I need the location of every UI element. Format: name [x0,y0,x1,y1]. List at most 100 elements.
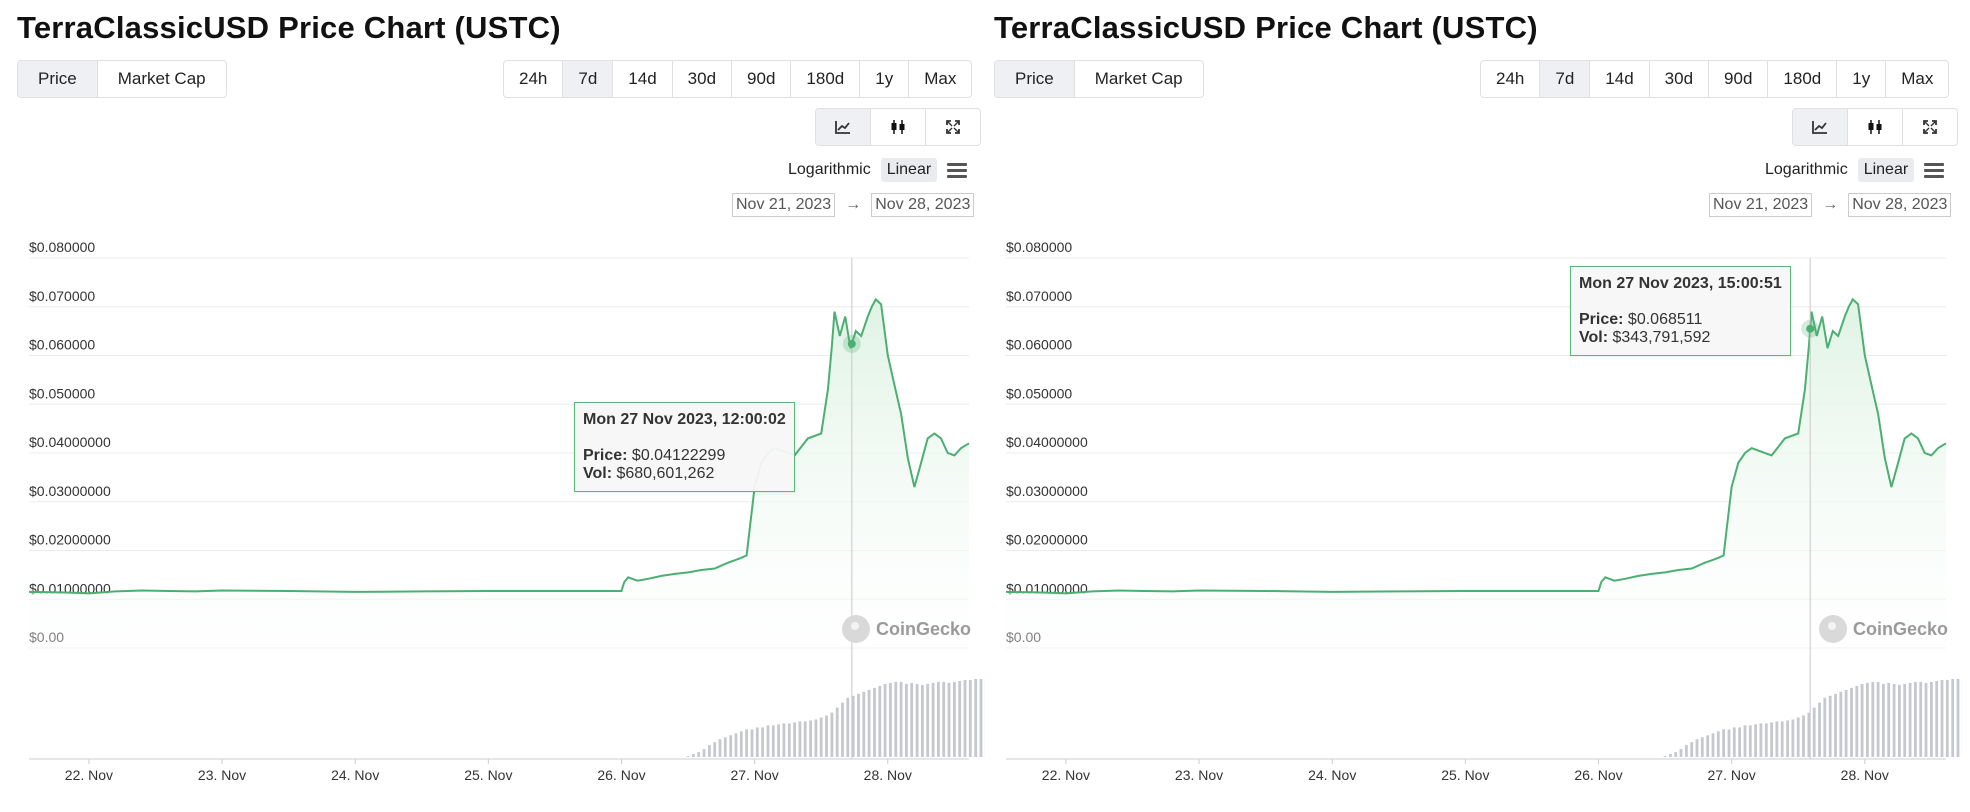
volume-bar [1914,681,1917,757]
volume-bar [867,689,871,757]
scale-logarithmic[interactable]: Logarithmic [1765,161,1848,178]
scale-linear[interactable]: Linear [1857,158,1915,182]
range-14d[interactable]: 14d [1590,61,1650,97]
y-tick-label: $0.080000 [29,239,95,255]
line-chart-button[interactable] [1793,109,1848,145]
volume-bar [878,685,882,757]
volume-bar [809,720,812,757]
tooltip-volume: $680,601,262 [616,465,715,482]
date-to-input[interactable]: Nov 28, 2023 [1848,193,1952,217]
volume-bar [1786,720,1789,757]
volume-bar [1669,754,1672,757]
fullscreen-button[interactable] [1903,109,1957,145]
volume-bar [905,683,908,757]
scale-linear[interactable]: Linear [880,158,938,182]
coingecko-logo-icon [1819,615,1847,643]
volume-bar [942,681,946,757]
y-tick-label: $0.060000 [1006,337,1072,353]
tab-price[interactable]: Price [995,61,1075,97]
tab-price[interactable]: Price [18,61,98,97]
fullscreen-button[interactable] [926,109,980,145]
chart-tooltip: Mon 27 Nov 2023, 15:00:51 Price: $0.0685… [1570,266,1791,356]
tooltip-volume: $343,791,592 [1612,329,1711,346]
range-24h[interactable]: 24h [1481,61,1541,97]
price-chart[interactable]: $0.00$0.01000000$0.02000000$0.03000000$0… [977,230,1962,790]
volume-bar [692,754,695,757]
range-180d[interactable]: 180d [791,61,861,97]
x-tick-label: 28. Nov [1841,767,1889,783]
tab-market-cap[interactable]: Market Cap [117,69,206,88]
range-1y[interactable]: 1y [860,61,910,97]
volume-bar [1759,723,1763,757]
arrow-right-icon: → [1822,196,1839,213]
tooltip-price: $0.068511 [1627,311,1703,328]
volume-bar [750,729,754,757]
volume-bar [766,725,770,757]
range-24h[interactable]: 24h [504,61,564,97]
volume-bar [1818,702,1821,757]
range-1y[interactable]: 1y [1837,61,1887,97]
range-max[interactable]: Max [924,69,957,88]
menu-icon[interactable] [1924,160,1945,181]
x-tick-label: 26. Nov [597,767,645,783]
coingecko-logo-icon [842,615,870,643]
range-180d[interactable]: 180d [1768,61,1838,97]
volume-bar [777,724,780,757]
volume-bar [1770,722,1773,757]
range-90d[interactable]: 90d [1709,61,1769,97]
x-tick-label: 25. Nov [464,767,512,783]
volume-bar [1685,745,1688,757]
date-from-input[interactable]: Nov 21, 2023 [732,193,836,217]
date-to-input[interactable]: Nov 28, 2023 [871,193,975,217]
range-30d[interactable]: 30d [1650,61,1710,97]
metric-toggle: Price Market Cap [17,60,227,98]
range-7d[interactable]: 7d [563,61,614,97]
volume-bar [979,679,983,757]
volume-bar [1823,697,1827,758]
y-tick-label: $0.050000 [29,385,95,401]
candlestick-button[interactable] [871,109,926,145]
volume-bar [1930,681,1933,757]
y-tick-label: $0.080000 [1006,239,1072,255]
volume-bar [830,712,834,757]
volume-bar [771,725,775,757]
volume-bar [1690,742,1694,757]
range-max[interactable]: Max [1901,69,1934,88]
volume-bar [921,684,924,757]
volume-bar [968,680,972,757]
volume-bar [1796,717,1800,757]
range-14d[interactable]: 14d [613,61,673,97]
volume-bar [739,731,743,757]
tab-market-cap[interactable]: Market Cap [1094,69,1183,88]
volume-bar [1919,681,1923,757]
fullscreen-icon [946,120,960,134]
range-7d[interactable]: 7d [1540,61,1591,97]
volume-bar [894,681,898,757]
line-chart-button[interactable] [816,109,871,145]
volume-bar [686,756,690,757]
watermark: CoinGecko [1819,615,1948,643]
volume-bar [1807,712,1811,757]
date-range: Nov 21, 2023 → Nov 28, 2023 [1709,193,1952,217]
hover-point [1806,324,1815,333]
volume-bar [1716,731,1720,757]
volume-bar [1898,684,1901,757]
volume-bar [718,739,722,757]
volume-bar [1951,679,1955,757]
date-from-input[interactable]: Nov 21, 2023 [1709,193,1813,217]
volume-bar [899,681,903,757]
tooltip-time: Mon 27 Nov 2023, 12:00:02 [583,411,786,428]
volume-bar [803,721,807,757]
volume-bar [1743,725,1747,757]
volume-bar [1892,683,1896,757]
price-chart[interactable]: $0.00$0.01000000$0.02000000$0.03000000$0… [0,230,985,790]
range-30d[interactable]: 30d [673,61,733,97]
scale-logarithmic[interactable]: Logarithmic [788,161,871,178]
chart-panel-right: TerraClassicUSD Price Chart (USTC) Price… [977,0,1962,812]
volume-bar [1727,729,1731,757]
volume-bar [889,682,892,757]
menu-icon[interactable] [947,160,968,181]
range-90d[interactable]: 90d [732,61,792,97]
y-tick-label: $0.03000000 [1006,483,1088,499]
candlestick-button[interactable] [1848,109,1903,145]
